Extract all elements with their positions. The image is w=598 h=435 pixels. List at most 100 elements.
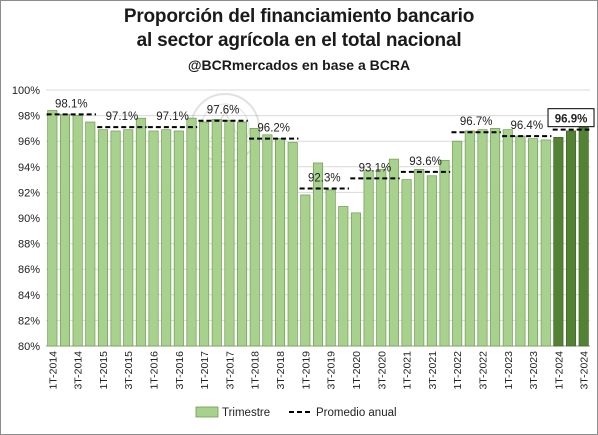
y-tick-label: 86%	[18, 264, 40, 276]
annotation-label: 97.1%	[106, 111, 139, 123]
chart-title-line2: al sector agrícola en el total nacional	[136, 30, 462, 51]
y-axis-ticks: 80% 82% 84% 86% 88% 90% 92% 94% 96% 98% 100%	[12, 85, 40, 353]
y-tick-label: 82%	[18, 315, 40, 327]
x-tick-label: 3T-2022	[477, 351, 489, 390]
bar	[312, 162, 324, 347]
x-tick-label: 3T-2016	[174, 351, 186, 390]
x-tick-label: 1T-2017	[199, 351, 211, 390]
bar	[59, 113, 71, 347]
bar	[287, 142, 298, 347]
bar	[414, 169, 425, 347]
annotation-label: 96.7%	[460, 116, 493, 128]
legend-label-trimestre: Trimestre	[222, 407, 270, 419]
chart-subtitle: @BCRmercados en base a BCRA	[187, 57, 411, 73]
bar	[237, 121, 248, 347]
bar	[578, 121, 589, 347]
bar	[528, 138, 539, 347]
x-tick-label: 3T-2017	[224, 351, 236, 390]
x-tick-label: 3T-2014	[73, 351, 85, 390]
bar	[477, 129, 488, 347]
bar	[452, 140, 463, 347]
x-tick-label: 1T-2019	[300, 351, 312, 390]
bar	[350, 212, 361, 347]
bar	[275, 138, 286, 347]
bar	[553, 137, 564, 347]
annotation-label: 93.6%	[409, 156, 442, 168]
legend: Trimestre Promedio anual	[195, 406, 397, 419]
bar	[173, 130, 184, 347]
annotation-label: 93.1%	[359, 162, 392, 174]
annotation-label: 98.1%	[55, 98, 88, 110]
average-lines-group	[46, 113, 590, 190]
bar	[85, 121, 96, 347]
x-tick-label: 3T-2020	[376, 351, 388, 390]
bar	[135, 117, 146, 347]
y-tick-label: 92%	[18, 187, 40, 199]
y-tick-label: 98%	[18, 111, 40, 123]
bar	[211, 119, 222, 347]
bar	[540, 139, 551, 347]
annotation-label: 96.4%	[510, 120, 543, 132]
bar	[148, 130, 159, 347]
x-tick-label: 1T-2018	[250, 351, 262, 390]
bar	[439, 160, 450, 347]
bar	[186, 117, 197, 347]
annotation-label: 96.2%	[257, 123, 290, 135]
x-tick-label: 3T-2021	[427, 351, 439, 390]
x-tick-label: 1T-2020	[351, 351, 363, 390]
bar	[300, 194, 311, 347]
chart-title: Proporción del financiamiento bancario	[123, 6, 475, 27]
x-tick-label: 3T-2024	[579, 351, 591, 390]
x-tick-label: 3T-2019	[326, 351, 338, 390]
bar	[565, 130, 577, 347]
x-tick-label: 1T-2024	[553, 351, 565, 390]
bar	[426, 175, 437, 347]
bar	[376, 169, 387, 347]
bar	[502, 129, 513, 347]
annotation-label: 96.9%	[555, 114, 588, 126]
legend-label-promedio: Promedio anual	[316, 407, 397, 419]
bar	[464, 130, 475, 347]
annotation-box	[547, 108, 595, 128]
annotations-group: 98.1% 97.1% 97.1% 97.6% 96.2% 92.3% 93.1% 93.6%…	[55, 98, 595, 185]
bars-group	[47, 110, 589, 347]
bar	[47, 110, 58, 347]
bar	[161, 129, 172, 347]
bar	[224, 120, 235, 347]
y-tick-label: 80%	[18, 341, 40, 353]
x-tick-label: 1T-2022	[452, 351, 464, 390]
annotation-label: 92.3%	[308, 173, 341, 185]
bar	[262, 134, 273, 347]
bar	[325, 189, 336, 347]
bar	[401, 179, 412, 347]
y-tick-label: 100%	[12, 85, 40, 97]
x-tick-label: 1T-2023	[503, 351, 515, 390]
y-tick-label: 96%	[18, 136, 40, 148]
bar	[388, 158, 399, 347]
bar	[123, 129, 134, 347]
bar	[515, 135, 526, 347]
y-tick-label: 94%	[18, 162, 40, 174]
bar	[363, 170, 374, 347]
x-tick-label: 3T-2015	[123, 351, 135, 390]
y-tick-label: 88%	[18, 239, 40, 251]
bar	[490, 128, 501, 347]
x-tick-label: 1T-2015	[98, 351, 110, 390]
x-axis-ticks: 1T-2014 3T-2014 1T-2015 3T-2015 1T-2016 3T-20…	[47, 351, 590, 390]
x-tick-label: 1T-2014	[47, 351, 59, 390]
annotation-label: 97.1%	[156, 111, 189, 123]
x-tick-label: 3T-2023	[528, 351, 540, 390]
bar	[249, 128, 260, 347]
bar	[110, 130, 121, 347]
x-tick-label: 1T-2021	[402, 351, 414, 390]
annotation-label: 97.6%	[207, 105, 240, 117]
x-tick-label: 3T-2018	[275, 351, 287, 390]
y-tick-label: 84%	[18, 290, 40, 302]
bar	[72, 115, 83, 347]
legend-swatch-trimestre	[195, 406, 219, 418]
y-tick-label: 90%	[18, 213, 40, 225]
bar	[338, 206, 349, 347]
bar	[199, 121, 210, 347]
x-tick-label: 1T-2016	[149, 351, 161, 390]
